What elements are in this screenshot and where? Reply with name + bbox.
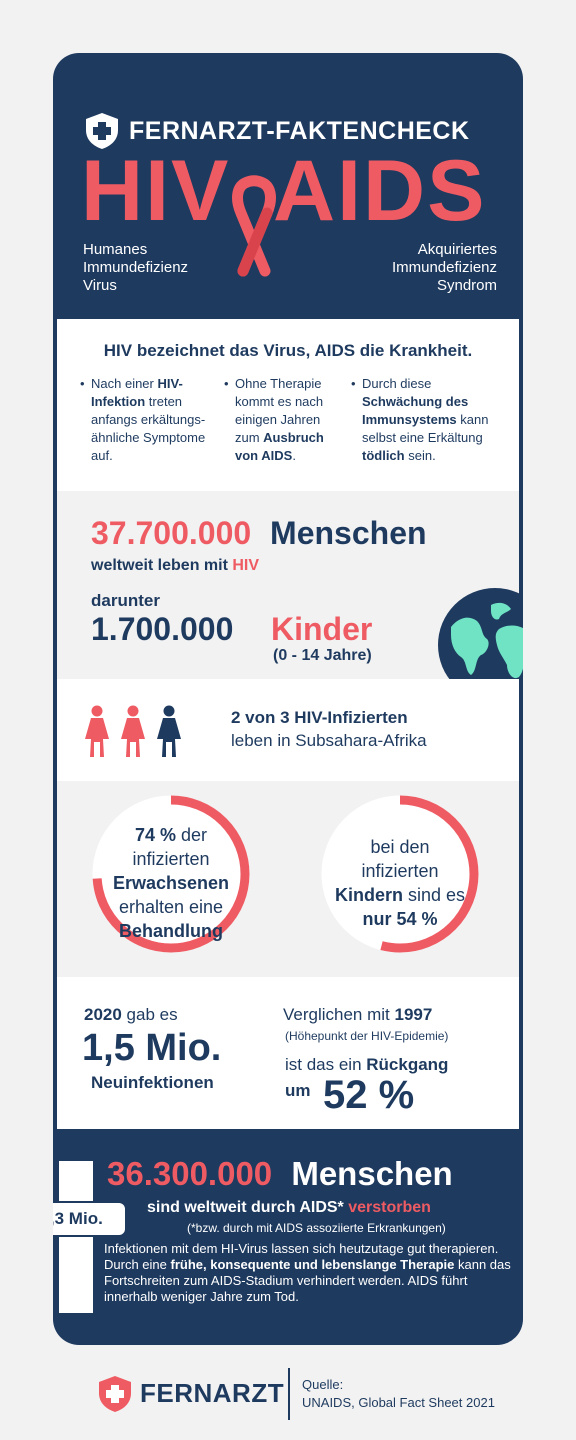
subsahara-line2: leben in Subsahara-Afrika xyxy=(231,731,427,750)
intro-section: HIV bezeichnet das Virus, AIDS die Krank… xyxy=(57,319,519,491)
compare-line: Verglichen mit 1997 xyxy=(283,1005,433,1024)
acronym-line: Virus xyxy=(83,277,117,294)
people-subline: weltweit leben mit HIV xyxy=(91,557,260,574)
deaths-word: Menschen xyxy=(291,1155,453,1192)
new-infections-label: Neuinfektionen xyxy=(91,1073,214,1092)
adults-donut xyxy=(92,795,250,953)
deaths-paragraph: Infektionen mit dem HI-Virus lassen sich… xyxy=(104,1241,511,1304)
deaths-note: (*bzw. durch mit AIDS assoziierte Erkran… xyxy=(187,1221,446,1235)
hiv-heading: HIV xyxy=(81,143,231,239)
subsahara-section: 2 von 3 HIV-Infizierten leben in Subsaha… xyxy=(57,679,519,781)
people-word: Menschen xyxy=(270,515,427,551)
kids-number: 1.700.000 xyxy=(91,611,234,647)
kids-age: (0 - 14 Jahre) xyxy=(273,647,372,664)
year-line: 2020 gab es xyxy=(84,1005,178,1024)
hiv-acronym: Humanes Immundefizienz Virus xyxy=(83,241,188,295)
decline-percent: 52 % xyxy=(323,1073,415,1117)
intro-headline: HIV bezeichnet das Virus, AIDS die Krank… xyxy=(103,341,473,360)
footer-source: Quelle: UNAIDS, Global Fact Sheet 2021 xyxy=(302,1376,495,1412)
deaths-badge xyxy=(53,1201,127,1237)
intro-bullet-2: Ohne Therapie kommt es nach einigen Jahr… xyxy=(224,375,335,465)
footer-divider xyxy=(288,1368,290,1420)
deaths-subline: sind weltweit durch AIDS* verstorben xyxy=(147,1199,431,1216)
intro-bullet-3: Durch diese Schwächung des Immunsystems … xyxy=(351,375,502,465)
kids-donut-text: bei den infizierten Kindern sind es nur … xyxy=(334,837,466,929)
acronym-line: Syndrom xyxy=(436,277,497,294)
acronym-line: Immundefizienz xyxy=(83,259,189,276)
deaths-number: 36.300.000 xyxy=(107,1155,273,1192)
fernarzt-logo-icon xyxy=(96,1374,134,1419)
treatment-section: 74 % der infizierten Erwachsenen erhalte… xyxy=(57,781,519,977)
aids-heading: AIDS xyxy=(273,143,487,239)
decline-line: ist das ein Rückgang xyxy=(285,1055,449,1074)
source-label: Quelle: xyxy=(302,1377,344,1392)
people-number: 37.700.000 xyxy=(91,515,252,551)
adults-donut-text: 74 % der infizierten Erwachsenen erhalte… xyxy=(112,825,230,941)
people-living-section: 37.700.000 Menschen weltweit leben mit H… xyxy=(57,491,523,702)
shield-cross-icon xyxy=(83,111,121,156)
woman-icon-red xyxy=(85,705,109,757)
people-icons xyxy=(83,705,187,764)
peak-note: (Höhepunkt der HIV-Epidemie) xyxy=(285,1029,449,1043)
um-label: um xyxy=(285,1081,311,1100)
subsahara-line1: 2 von 3 HIV-Infizierten xyxy=(231,708,408,727)
people-number-line: 37.700.000 Menschen xyxy=(91,515,427,552)
infographic-card: FERNARZT-FAKTENCHECK HIV AIDS Humanes Im… xyxy=(53,53,523,1345)
deaths-badge-text: 36,3 Mio. xyxy=(53,1209,103,1228)
new-infections-section: 2020 gab es 1,5 Mio. Neuinfektionen Verg… xyxy=(57,977,519,1129)
intro-bullet-1: Nach einer HIV-Infektion treten anfangs … xyxy=(80,375,217,465)
kids-word: Kinder xyxy=(271,611,373,647)
red-ribbon-icon xyxy=(223,173,287,286)
woman-icon-red xyxy=(121,705,145,757)
darunter-label: darunter xyxy=(91,591,160,610)
source-text: UNAIDS, Global Fact Sheet 2021 xyxy=(302,1395,495,1410)
acronym-line: Akquiriertes xyxy=(417,241,497,258)
kids-donut xyxy=(321,795,479,953)
new-infections-number: 1,5 Mio. xyxy=(82,1027,222,1069)
woman-icon-navy xyxy=(157,705,181,757)
globe-icon xyxy=(437,587,523,708)
page-title: FERNARZT-FAKTENCHECK xyxy=(129,117,470,145)
cross-icon xyxy=(59,1161,99,1318)
footer-brand: FERNARZT xyxy=(140,1378,285,1408)
acronym-line: Humanes xyxy=(83,241,148,258)
aids-acronym: Akquiriertes Immundefizienz Syndrom xyxy=(392,241,497,295)
deaths-number-line: 36.300.000 Menschen xyxy=(107,1155,453,1193)
acronym-line: Immundefizienz xyxy=(391,259,497,276)
